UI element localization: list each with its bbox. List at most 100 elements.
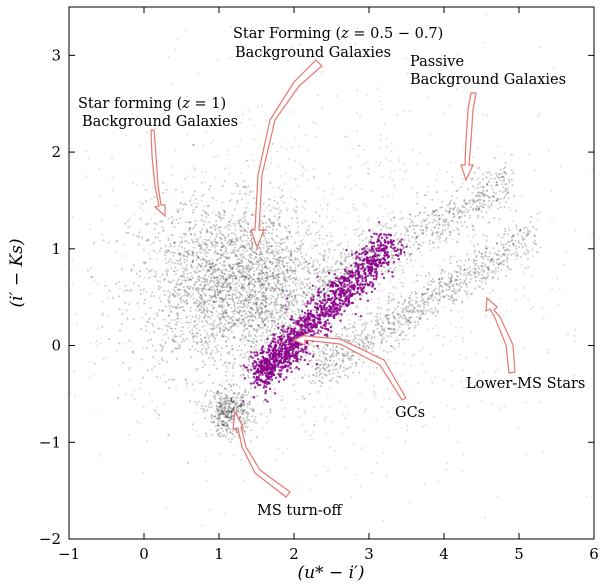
background-point [328, 280, 331, 283]
background-point [221, 306, 224, 309]
background-point [244, 215, 246, 218]
background-point [147, 238, 150, 241]
background-point [192, 286, 195, 289]
background-point [219, 435, 222, 438]
background-point [254, 256, 257, 259]
background-point [262, 291, 265, 294]
background-point [318, 364, 321, 366]
background-point [223, 256, 226, 258]
background-point [186, 268, 189, 271]
background-point [216, 390, 219, 393]
background-point [191, 316, 194, 318]
background-point [288, 293, 291, 296]
background-point [413, 308, 416, 311]
background-point [495, 181, 498, 184]
background-point [187, 321, 190, 324]
background-point [375, 366, 378, 369]
background-point [229, 242, 232, 245]
background-point [218, 240, 221, 243]
background-point [93, 242, 95, 245]
background-point [451, 284, 454, 287]
background-point [393, 347, 396, 350]
background-point [104, 284, 107, 287]
background-point [278, 216, 281, 219]
background-point [481, 192, 484, 194]
background-point [287, 250, 290, 253]
background-point [139, 289, 142, 291]
background-point [294, 296, 297, 299]
background-point [228, 264, 231, 267]
background-point [244, 229, 247, 232]
background-point [406, 318, 409, 321]
background-point [481, 277, 484, 279]
background-point [401, 303, 404, 306]
background-point [416, 235, 419, 238]
background-point [283, 312, 286, 315]
background-point [279, 325, 282, 328]
background-point [207, 283, 209, 286]
background-point [235, 277, 238, 280]
background-point [389, 335, 392, 338]
background-point [183, 276, 186, 279]
background-point [360, 233, 363, 236]
background-point [259, 313, 262, 316]
background-point [250, 335, 252, 337]
background-point [265, 280, 268, 282]
background-point [263, 339, 266, 342]
background-point [155, 412, 158, 415]
background-point [421, 292, 424, 295]
background-point [421, 293, 424, 296]
background-point [310, 243, 313, 246]
background-point [258, 277, 261, 280]
background-point [354, 298, 357, 301]
background-point [306, 278, 309, 281]
background-point [248, 318, 251, 321]
background-point [195, 327, 198, 330]
background-point [191, 332, 194, 335]
background-point [229, 317, 232, 320]
background-point [245, 299, 247, 302]
background-point [402, 285, 405, 288]
background-point [255, 335, 258, 338]
background-point [446, 204, 449, 207]
background-point [252, 159, 255, 162]
background-point [318, 286, 321, 289]
background-point [484, 252, 486, 254]
background-point [325, 234, 328, 237]
background-point [317, 346, 320, 349]
background-point [269, 275, 272, 277]
background-point [403, 351, 406, 354]
background-point [427, 296, 430, 299]
background-point [341, 263, 344, 266]
background-point [206, 390, 209, 392]
background-point [241, 368, 244, 371]
background-point [297, 354, 300, 357]
background-point [318, 374, 321, 376]
background-point [224, 361, 227, 364]
background-point [245, 221, 248, 224]
background-point [227, 416, 230, 419]
background-point [318, 297, 321, 300]
background-point [282, 285, 284, 288]
background-point [194, 219, 197, 222]
background-point [286, 294, 289, 297]
background-point [369, 373, 371, 375]
background-point [382, 266, 385, 268]
background-point [294, 272, 297, 275]
background-point [453, 201, 456, 204]
background-point [240, 404, 243, 407]
background-point [208, 402, 211, 405]
background-point [201, 194, 204, 197]
background-point [441, 286, 444, 288]
background-point [269, 297, 272, 300]
background-point [510, 178, 513, 181]
background-point [279, 317, 282, 319]
background-point [402, 247, 405, 249]
background-point [149, 257, 152, 260]
background-point [359, 115, 362, 118]
background-point [226, 335, 229, 338]
background-point [247, 356, 250, 359]
background-point [171, 350, 174, 353]
background-point [255, 260, 258, 263]
background-point [199, 232, 202, 234]
